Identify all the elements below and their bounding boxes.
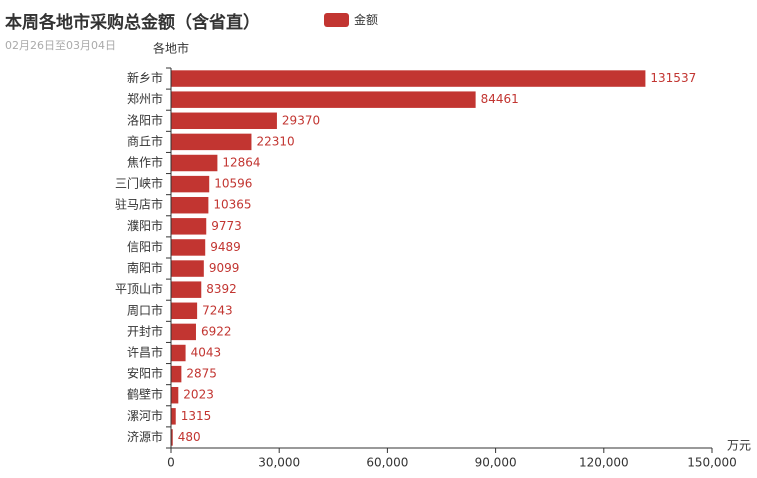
x-tick-label: 150,000	[687, 456, 737, 470]
bar	[171, 408, 176, 425]
x-axis-label: 万元	[727, 439, 751, 453]
y-tick-label: 漯河市	[127, 408, 163, 423]
data-label: 9773	[211, 219, 242, 233]
y-tick-label: 洛阳市	[127, 112, 163, 127]
bar	[171, 386, 179, 404]
legend-label: 金额	[354, 13, 379, 27]
data-label: 8392	[206, 282, 237, 296]
x-tick-label: 0	[167, 456, 175, 470]
bar	[171, 175, 210, 193]
data-label: 1315	[181, 409, 212, 423]
bar	[171, 260, 204, 277]
data-label: 10365	[213, 198, 251, 212]
bar	[171, 323, 196, 341]
data-label: 4043	[191, 346, 222, 360]
x-tick-label: 90,000	[475, 456, 517, 470]
y-tick-label: 平顶山市	[115, 281, 163, 296]
data-label: 2023	[183, 388, 214, 402]
bar	[171, 218, 207, 235]
data-label: 480	[178, 430, 201, 444]
legend-item[interactable]: 金额	[324, 11, 378, 28]
data-label: 84461	[481, 92, 519, 106]
bar	[171, 281, 202, 298]
data-label: 12864	[222, 156, 260, 170]
y-tick-label: 济源市	[127, 429, 163, 444]
data-label: 29370	[282, 113, 320, 127]
bar	[171, 91, 476, 108]
data-label: 6922	[201, 324, 232, 338]
x-tick-label: 30,000	[258, 456, 300, 470]
y-tick-label: 商丘市	[127, 133, 163, 148]
y-tick-label: 新乡市	[127, 70, 163, 85]
bar	[171, 154, 218, 172]
y-tick-label: 焦作市	[127, 155, 163, 170]
data-label: 9489	[210, 240, 241, 254]
bar	[171, 196, 209, 214]
bar	[171, 429, 173, 446]
chart-subtitle: 02月26日至03月04日	[5, 39, 116, 52]
y-tick-label: 南阳市	[127, 260, 163, 275]
bar	[171, 70, 646, 87]
y-tick-label: 周口市	[127, 302, 163, 317]
bar	[171, 302, 198, 320]
chart-title: 本周各地市采购总金额（含省直）	[5, 13, 260, 33]
bar	[171, 344, 186, 362]
data-label: 131537	[650, 71, 696, 85]
y-tick-label: 许昌市	[127, 345, 163, 360]
legend-swatch-icon	[324, 12, 349, 27]
bar	[171, 239, 206, 256]
bar	[171, 365, 182, 383]
bar	[171, 133, 252, 151]
x-tick-label: 120,000	[579, 456, 629, 470]
y-tick-label: 鹤壁市	[127, 387, 163, 402]
data-label: 7243	[202, 303, 233, 317]
data-label: 2875	[186, 367, 217, 381]
y-tick-label: 郑州市	[127, 91, 163, 106]
y-tick-label: 濮阳市	[127, 218, 163, 233]
data-label: 22310	[256, 134, 294, 148]
y-tick-label: 三门峡市	[115, 176, 163, 191]
data-label: 9099	[209, 261, 240, 275]
y-tick-label: 开封市	[127, 323, 163, 338]
y-tick-label: 驻马店市	[115, 197, 163, 212]
x-tick-label: 60,000	[366, 456, 408, 470]
y-tick-label: 信阳市	[127, 239, 163, 254]
y-axis-label: 各地市	[153, 41, 189, 56]
y-tick-label: 安阳市	[127, 366, 163, 381]
bar	[171, 112, 277, 130]
data-label: 10596	[214, 177, 252, 191]
